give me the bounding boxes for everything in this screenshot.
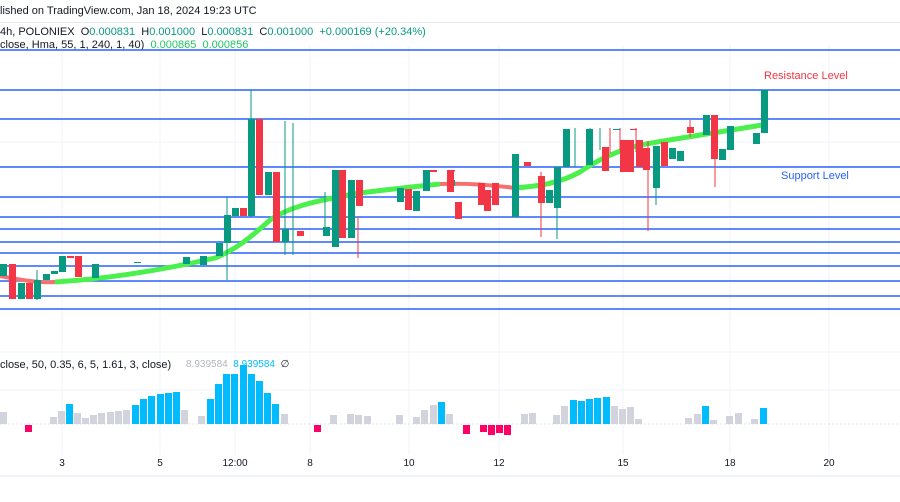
x-tick: 18 xyxy=(724,458,736,469)
low-value: 0.000831 xyxy=(207,26,254,38)
oscillator-histogram xyxy=(0,365,767,435)
hma-value-2: 0.000856 xyxy=(202,39,249,51)
high-value: 0.001000 xyxy=(149,26,196,38)
osc-value-grey: 8.939584 xyxy=(186,359,228,370)
published-bar xyxy=(0,0,900,23)
close-value: 0.001000 xyxy=(267,26,314,38)
hma-legend[interactable]: close, Hma, 55, 1, 240, 1, 40) 0.000865 … xyxy=(0,39,249,51)
x-tick: 8 xyxy=(307,458,313,469)
x-tick: 3 xyxy=(59,458,65,469)
x-tick: 5 xyxy=(157,458,163,469)
x-tick: 10 xyxy=(403,458,415,469)
bottom-bar xyxy=(0,475,900,502)
hma-value-1: 0.000865 xyxy=(150,39,197,51)
x-tick: 12:00 xyxy=(222,458,248,469)
oscillator-values: 8.939584 8.939584 ∅ xyxy=(186,359,289,370)
null-symbol-icon: ∅ xyxy=(280,359,290,370)
grid xyxy=(0,45,900,455)
price-chart[interactable] xyxy=(0,0,900,475)
horizontal-levels[interactable] xyxy=(0,49,900,310)
published-text: lished on TradingView.com, Jan 18, 2024 … xyxy=(0,5,257,17)
x-tick: 15 xyxy=(617,458,629,469)
resistance-level-label[interactable]: Resistance Level xyxy=(764,70,848,82)
candles xyxy=(0,90,768,300)
x-tick: 20 xyxy=(823,458,835,469)
support-level-label[interactable]: Support Level xyxy=(781,170,849,182)
x-tick: 12 xyxy=(493,458,505,469)
change-value: +0.000169 (+20.34%) xyxy=(319,26,426,38)
open-value: 0.000831 xyxy=(89,26,136,38)
osc-value-blue: 8.939584 xyxy=(233,359,275,370)
symbol-line: 4h, POLONIEX xyxy=(0,26,75,38)
oscillator-legend[interactable]: close, 50, 0.35, 6, 5, 1.61, 3, close) xyxy=(0,359,172,371)
symbol-legend: 4h, POLONIEX O0.000831 H0.001000 L0.0008… xyxy=(0,26,426,38)
